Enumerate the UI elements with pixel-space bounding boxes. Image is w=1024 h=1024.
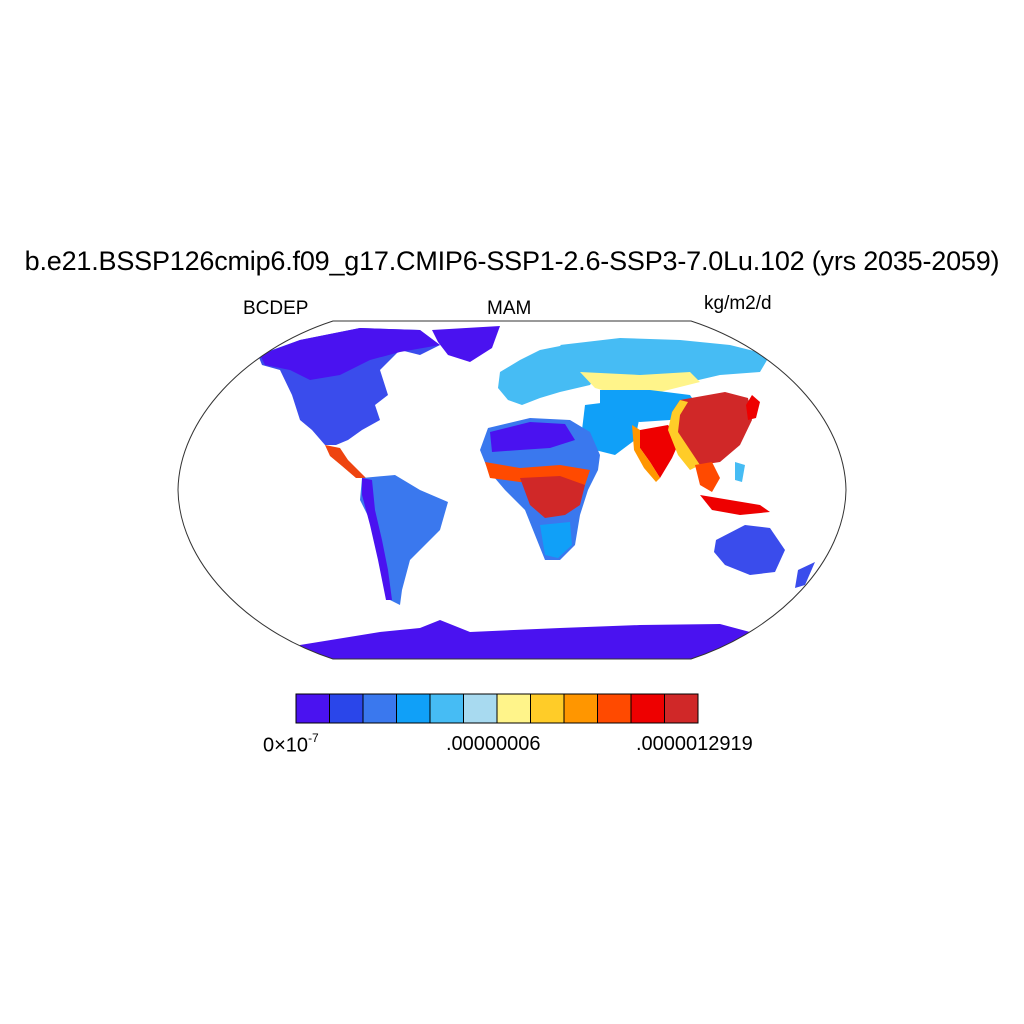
africa-south	[540, 522, 572, 558]
colorbar-mid-label: .00000006	[446, 733, 541, 755]
colorbar-swatch	[563, 693, 598, 724]
japan	[746, 395, 760, 420]
globe-outline	[177, 320, 847, 660]
colorbar-swatch	[496, 693, 531, 724]
south-america-west	[362, 478, 392, 600]
india-outline	[632, 425, 660, 482]
antarctica	[300, 620, 780, 659]
europe	[498, 345, 600, 405]
map-content	[258, 326, 815, 659]
colorbar-max-label: .0000012919	[636, 733, 753, 755]
india	[640, 425, 680, 478]
africa-north	[490, 422, 575, 452]
australia	[714, 525, 785, 575]
central-america	[325, 445, 366, 478]
colorbar-swatch	[463, 693, 498, 724]
variable-label: BCDEP	[243, 298, 309, 319]
china	[670, 392, 752, 465]
philippines	[735, 462, 745, 482]
central-africa	[520, 476, 585, 518]
south-america	[360, 475, 448, 605]
colorbar-swatch	[664, 693, 699, 724]
colorbar	[295, 693, 699, 724]
north-asia-band	[580, 372, 700, 395]
colorbar-swatch	[429, 693, 464, 724]
north-america-north	[260, 328, 440, 380]
colorbar-swatch	[396, 693, 431, 724]
season-label: MAM	[487, 298, 532, 319]
colorbar-swatch	[329, 693, 364, 724]
indonesia	[700, 495, 770, 515]
colorbar-swatch	[362, 693, 397, 724]
colorbar-swatch	[630, 693, 665, 724]
new-zealand	[795, 562, 815, 588]
southeast-asia	[695, 462, 720, 492]
colorbar-swatch	[530, 693, 565, 724]
colorbar-swatch	[597, 693, 632, 724]
colorbar-swatch	[295, 693, 330, 724]
units-label: kg/m2/d	[704, 293, 772, 314]
map-title: b.e21.BSSP126cmip6.f09_g17.CMIP6-SSP1-2.…	[24, 246, 1000, 276]
greenland	[432, 326, 500, 362]
colorbar-min-label: 0×10-7	[263, 731, 319, 757]
china-edge	[668, 400, 700, 470]
